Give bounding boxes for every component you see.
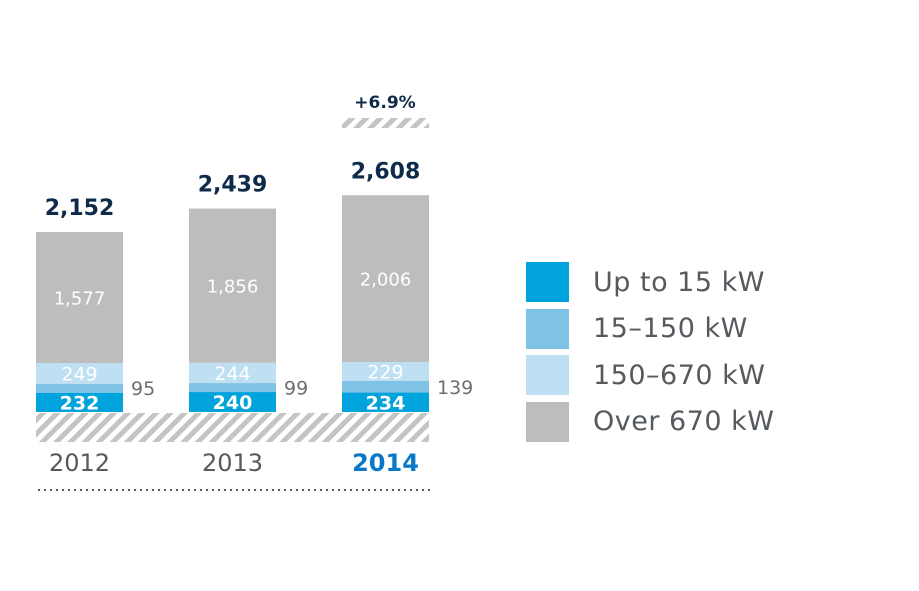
bar-2014-15-150kw — [342, 381, 429, 393]
legend-label: Over 670 kW — [593, 406, 775, 437]
legend-item-over-670kw: Over 670 kW — [526, 401, 775, 442]
legend: Up to 15 kW 15–150 kW 150–670 kW Over 67… — [526, 262, 774, 448]
value-label-2014-up-to-15kw: 234 — [366, 392, 406, 414]
legend-swatch-150-670kw — [526, 355, 569, 395]
legend-label: 150–670 kW — [593, 359, 766, 391]
total-label-2013: 2,439 — [198, 173, 268, 198]
bar-2013-over-670kw — [189, 208, 276, 363]
value-label-2013-up-to-15kw: 240 — [213, 392, 253, 414]
growth-hatch-band — [342, 118, 429, 128]
value-label-2013-15-150kw: 99 — [284, 378, 308, 400]
year-label-2014: 2014 — [352, 449, 419, 477]
value-label-2013-150-670kw: 244 — [214, 363, 250, 385]
bar-2013-150-670kw — [189, 362, 276, 384]
bar-2012-150-670kw — [36, 363, 123, 384]
bar-2012-15-150kw — [36, 383, 123, 393]
legend-item-up-to-15kw: Up to 15 kW — [526, 262, 774, 302]
bar-2013-up-to-15kw — [189, 392, 276, 412]
bar-2014-over-670kw — [342, 195, 429, 362]
year-label-2013: 2013 — [202, 449, 263, 477]
value-label-2014-15-150kw: 139 — [437, 377, 473, 399]
legend-swatch-15-150kw — [526, 308, 569, 349]
bar-2012-over-670kw — [36, 231, 123, 364]
value-label-2012-150-670kw: 249 — [61, 363, 97, 385]
value-label-2012-15-150kw: 95 — [131, 378, 155, 400]
value-label-2014-150-670kw: 229 — [367, 361, 403, 383]
year-label-2012: 2012 — [49, 449, 110, 477]
bar-2012-up-to-15kw — [36, 392, 123, 412]
value-label-2012-over-670kw: 1,577 — [54, 289, 106, 310]
growth-label: +6.9% — [354, 93, 415, 113]
total-label-2014: 2,608 — [351, 159, 421, 184]
value-label-2012-up-to-15kw: 232 — [60, 392, 100, 414]
legend-item-150-670kw: 150–670 kW — [526, 355, 774, 395]
total-label-2012: 2,152 — [45, 196, 115, 221]
baseline-hatch-band — [36, 413, 429, 442]
value-label-2014-over-670kw: 2,006 — [360, 270, 412, 291]
value-label-2013-over-670kw: 1,856 — [207, 277, 259, 298]
legend-swatch-over-670kw — [526, 401, 569, 442]
bar-2013-15-150kw — [189, 383, 276, 393]
legend-label: 15–150 kW — [593, 313, 748, 344]
bar-2014-150-670kw — [342, 361, 429, 382]
legend-item-15-150kw: 15–150 kW — [526, 308, 774, 349]
legend-label: Up to 15 kW — [593, 266, 765, 298]
bar-2014-up-to-15kw — [342, 392, 429, 412]
legend-swatch-up-to-15kw — [526, 262, 569, 302]
